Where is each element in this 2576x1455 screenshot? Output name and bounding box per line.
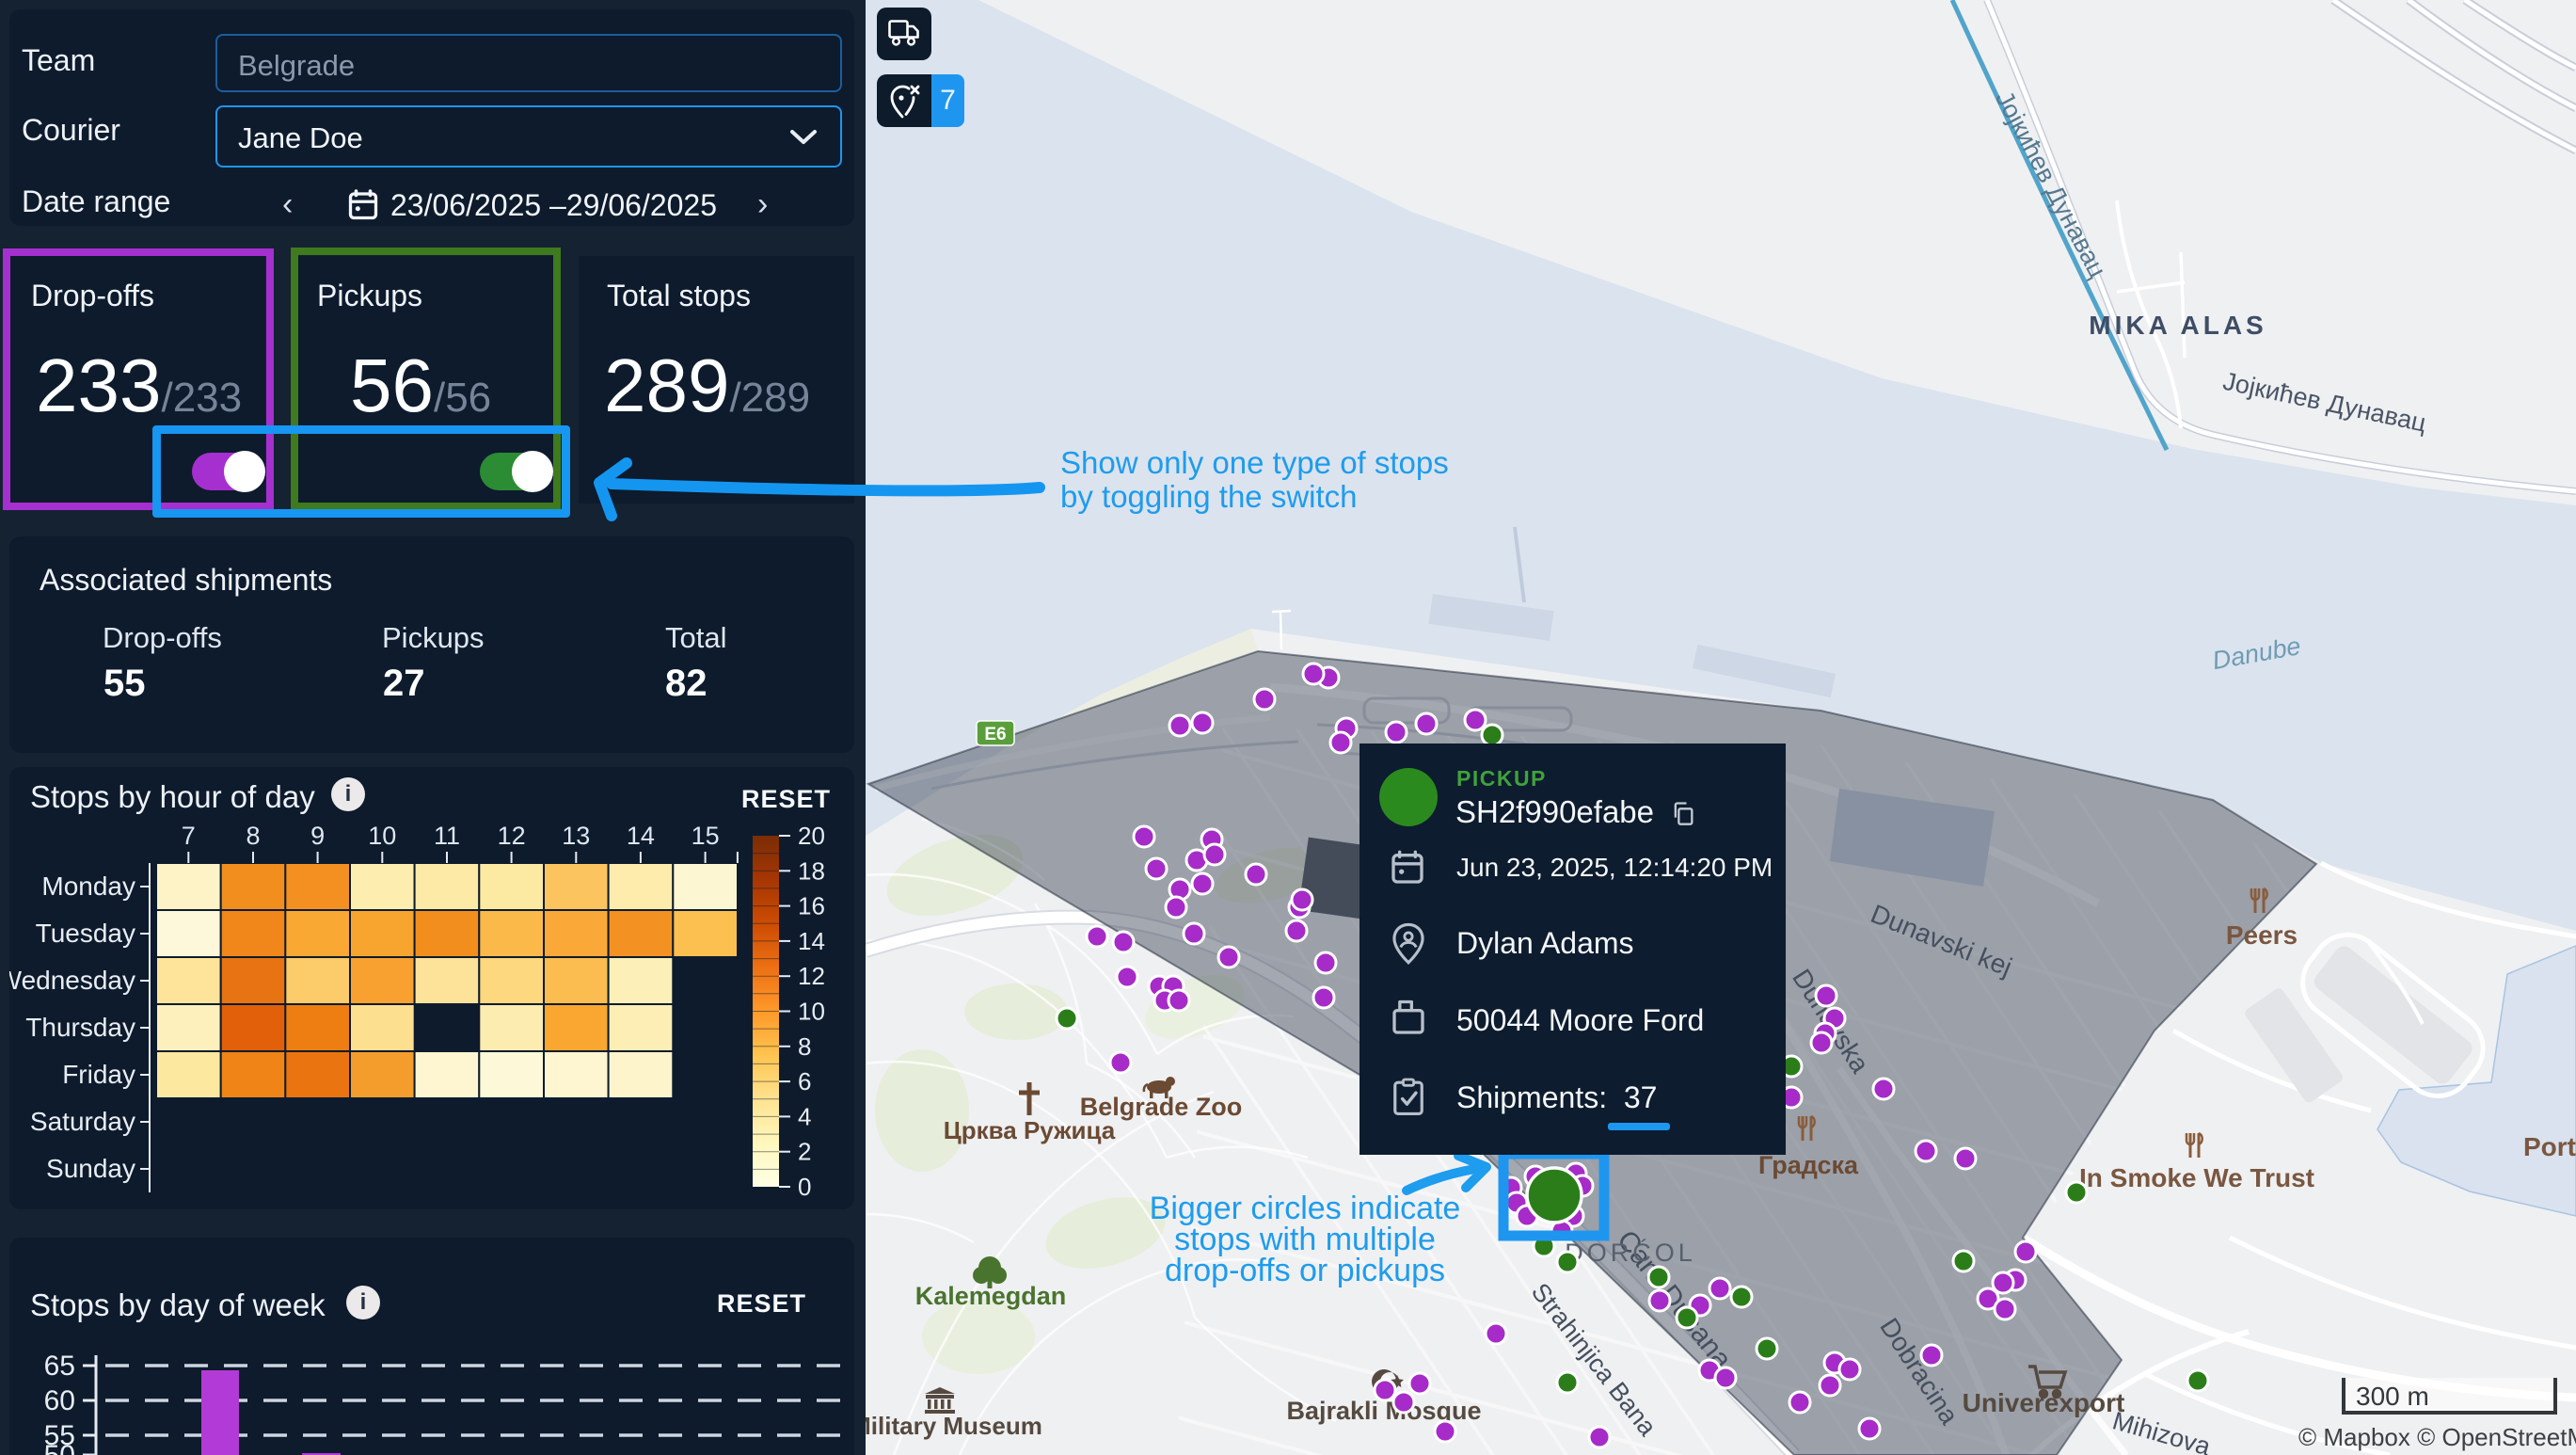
svg-text:8: 8 (798, 1032, 811, 1061)
svg-text:4: 4 (798, 1102, 811, 1130)
svg-text:11: 11 (434, 822, 460, 850)
svg-text:Saturday: Saturday (30, 1107, 135, 1136)
svg-text:18: 18 (798, 856, 825, 885)
svg-text:8: 8 (246, 822, 260, 850)
svg-text:10: 10 (798, 998, 825, 1026)
svg-text:Military Museum: Military Museum (866, 1412, 1042, 1440)
svg-text:Градска: Градска (1758, 1151, 1859, 1179)
svg-text:Friday: Friday (62, 1060, 135, 1089)
svg-text:9: 9 (310, 822, 325, 850)
svg-text:0: 0 (798, 1173, 811, 1201)
svg-text:12: 12 (798, 962, 825, 990)
svg-text:300 m: 300 m (2356, 1382, 2429, 1411)
svg-text:65: 65 (44, 1351, 75, 1382)
svg-text:15: 15 (692, 822, 720, 850)
svg-text:2: 2 (798, 1138, 811, 1166)
svg-text:stops with multiple: stops with multiple (1174, 1222, 1436, 1257)
svg-text:20: 20 (798, 822, 825, 850)
svg-text:6: 6 (798, 1067, 811, 1095)
svg-text:55: 55 (44, 1420, 75, 1451)
svg-text:Thursday: Thursday (25, 1013, 135, 1042)
svg-text:14: 14 (627, 822, 655, 850)
svg-text:Tuesday: Tuesday (36, 919, 135, 948)
svg-text:7: 7 (182, 822, 196, 850)
svg-text:E6: E6 (984, 725, 1006, 744)
svg-text:10: 10 (368, 822, 396, 850)
svg-text:Peers: Peers (2226, 920, 2298, 950)
svg-text:14: 14 (798, 927, 825, 955)
svg-text:Port of: Port of (2523, 1132, 2576, 1161)
svg-text:13: 13 (562, 822, 590, 850)
svg-text:Bigger circles indicate: Bigger circles indicate (1150, 1191, 1461, 1226)
svg-text:Црква Ружица: Црква Ружица (944, 1116, 1116, 1144)
svg-text:© Mapbox © OpenStreetMap Impro: © Mapbox © OpenStreetMap Impro (2298, 1423, 2576, 1451)
svg-text:50: 50 (44, 1440, 75, 1455)
svg-text:Belgrade Zoo: Belgrade Zoo (1080, 1093, 1243, 1121)
svg-text:drop-offs or pickups: drop-offs or pickups (1165, 1253, 1445, 1288)
svg-text:MIKA ALAS: MIKA ALAS (2089, 311, 2266, 340)
svg-text:In Smoke We Trust: In Smoke We Trust (2079, 1163, 2314, 1192)
svg-text:Sunday: Sunday (46, 1154, 135, 1183)
svg-text:DORĆOL: DORĆOL (1565, 1238, 1696, 1267)
svg-text:16: 16 (798, 892, 825, 920)
svg-text:60: 60 (44, 1385, 75, 1416)
svg-text:Wednesday: Wednesday (9, 966, 135, 995)
svg-text:12: 12 (498, 822, 526, 850)
svg-text:Monday: Monday (41, 871, 135, 901)
